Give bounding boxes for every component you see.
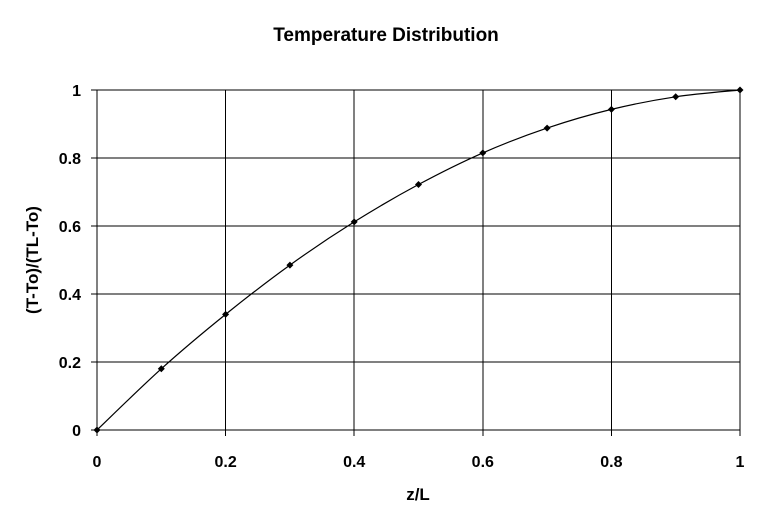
data-point-marker (607, 105, 615, 113)
data-point-marker (672, 93, 680, 101)
data-point-marker (479, 149, 487, 157)
x-tick-label: 1 (736, 454, 745, 471)
x-tick-label: 0 (93, 454, 102, 471)
data-point-marker (222, 310, 230, 318)
y-tick-label: 0.4 (59, 287, 81, 304)
y-tick-label: 0.8 (59, 151, 81, 168)
y-axis-label: (T-To)/(TL-To) (23, 206, 42, 314)
x-axis-label: z/L (406, 485, 430, 504)
y-tick-label: 0.6 (59, 219, 81, 236)
y-tick-label: 1 (72, 83, 81, 100)
series-group (93, 86, 744, 434)
series-line (96, 89, 741, 431)
data-point-marker (736, 86, 744, 94)
y-tick-label: 0 (72, 423, 81, 440)
data-point-marker (415, 181, 422, 189)
grid (96, 89, 741, 431)
x-tick-label: 0.8 (600, 454, 622, 471)
x-tick-label: 0.4 (343, 454, 365, 471)
x-tick-label: 0.2 (214, 454, 236, 471)
data-point-marker (93, 426, 101, 434)
x-tick-labels: 0 0.2 0.4 0.6 0.8 1 (93, 454, 745, 471)
data-point-marker (157, 365, 165, 373)
y-tick-label: 0.2 (59, 355, 81, 372)
data-point-marker (543, 124, 551, 132)
data-point-marker (286, 261, 294, 269)
data-point-marker (350, 218, 358, 226)
axes (91, 89, 741, 436)
chart-title: Temperature Distribution (273, 25, 499, 46)
y-tick-labels: 0 0.2 0.4 0.6 0.8 1 (59, 83, 81, 440)
x-tick-label: 0.6 (472, 454, 494, 471)
